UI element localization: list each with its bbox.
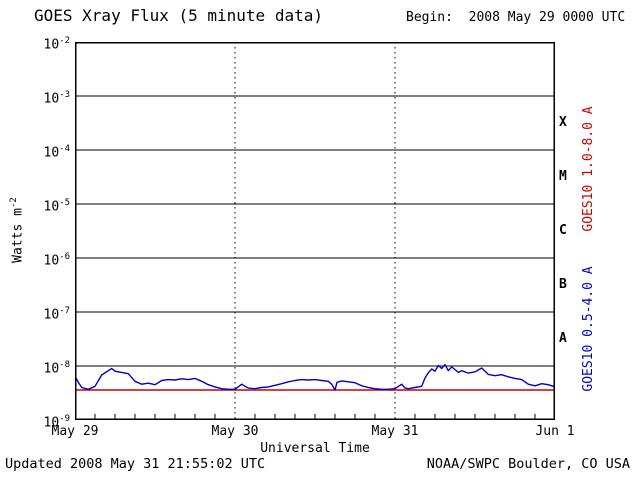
y-tick-label: 10-9 — [22, 412, 71, 431]
y-axis-title-exponent: -2 — [9, 197, 19, 209]
x-tick-may30: May 30 — [211, 424, 259, 439]
y-tick-label: 10-5 — [22, 196, 71, 215]
plot-svg — [75, 42, 555, 420]
y-tick-base: 10 — [43, 253, 60, 269]
y-tick-label: 10-2 — [22, 34, 71, 53]
y-tick-label: 10-6 — [22, 250, 71, 269]
y-tick-label: 10-8 — [22, 358, 71, 377]
y-tick-exp: -6 — [59, 252, 70, 262]
y-axis-title: Watts m-2 — [6, 180, 25, 280]
y-tick-label: 10-7 — [22, 304, 71, 323]
source-credit: NOAA/SWPC Boulder, CO USA — [426, 456, 630, 472]
y-tick-exp: -9 — [59, 414, 70, 424]
series-label-short-channel: GOES10 0.5-4.0 A — [581, 266, 596, 392]
y-tick-label: 10-3 — [22, 88, 71, 107]
y-tick-base: 10 — [43, 307, 60, 323]
flare-class-a: A — [559, 331, 567, 346]
x-tick-jun1: Jun 1 — [535, 424, 575, 439]
flare-class-m: M — [559, 169, 567, 184]
begin-timestamp: Begin: 2008 May 29 0000 UTC — [406, 10, 626, 25]
x-tick-may29: May 29 — [51, 424, 99, 439]
x-axis-title: Universal Time — [260, 441, 370, 456]
y-tick-base: 10 — [43, 199, 60, 215]
y-tick-base: 10 — [43, 415, 60, 431]
y-tick-exp: -2 — [59, 36, 70, 46]
y-tick-label: 10-4 — [22, 142, 71, 161]
y-tick-exp: -5 — [59, 198, 70, 208]
y-tick-exp: -4 — [59, 144, 70, 154]
updated-timestamp: Updated 2008 May 31 21:55:02 UTC — [5, 456, 266, 472]
y-tick-exp: -8 — [59, 360, 70, 370]
y-tick-base: 10 — [43, 361, 60, 377]
y-tick-base: 10 — [43, 91, 60, 107]
series-label-long-channel: GOES10 1.0-8.0 A — [581, 106, 596, 232]
plot-area — [75, 42, 555, 420]
flare-class-c: C — [559, 223, 567, 238]
chart-title: GOES Xray Flux (5 minute data) — [34, 6, 323, 25]
y-tick-exp: -7 — [59, 306, 70, 316]
y-tick-base: 10 — [43, 37, 60, 53]
x-tick-may31: May 31 — [371, 424, 419, 439]
y-tick-exp: -3 — [59, 90, 70, 100]
flare-class-x: X — [559, 115, 567, 130]
y-tick-base: 10 — [43, 145, 60, 161]
flare-class-b: B — [559, 277, 567, 292]
